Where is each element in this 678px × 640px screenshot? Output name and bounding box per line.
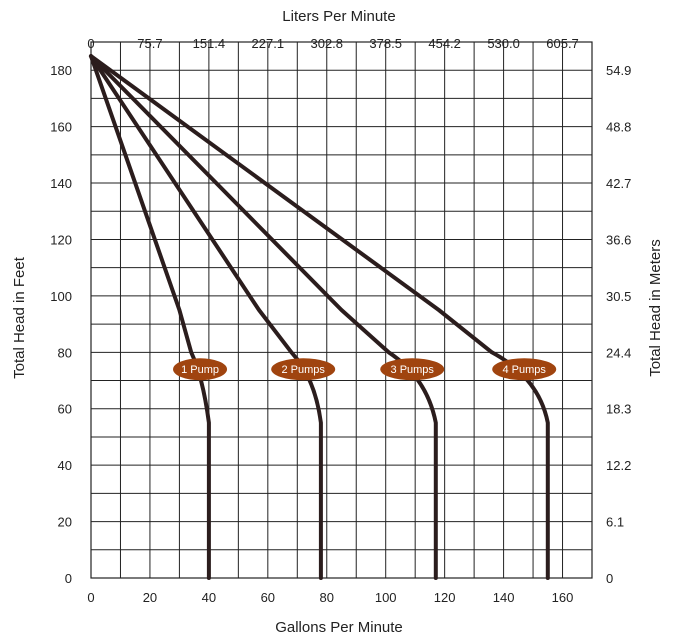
label-badge-1-pump xyxy=(173,358,228,381)
x-tick-label: 120 xyxy=(434,590,456,605)
curve-label-2-pumps: 2 Pumps xyxy=(281,364,325,376)
y-tick-label: 120 xyxy=(50,232,72,247)
x-axis-title: Gallons Per Minute xyxy=(275,619,403,636)
x-tick-label: 0 xyxy=(87,590,94,605)
y-right-tick-label: 48.8 xyxy=(606,120,631,135)
curve-labels: 1 Pump 2 Pumps 3 Pumps 4 Pumps xyxy=(173,358,557,381)
x-top-axis-title: Liters Per Minute xyxy=(282,8,395,25)
plot-frame xyxy=(90,41,593,579)
x-top-tick-label: 0 xyxy=(87,36,94,51)
y-right-tick-label: 12.2 xyxy=(606,458,631,473)
x-top-tick-label: 454.2 xyxy=(428,36,461,51)
y-right-tick-label: 36.6 xyxy=(606,232,631,247)
pump-curves xyxy=(89,54,550,580)
x-top-tick-label: 605.7 xyxy=(546,36,579,51)
x-top-tick-label: 227.1 xyxy=(252,36,285,51)
y-tick-label: 160 xyxy=(50,120,72,135)
curve-label-3-pumps: 3 Pumps xyxy=(391,364,435,376)
y-right-tick-label: 18.3 xyxy=(606,402,631,417)
y-right-tick-label: 0 xyxy=(606,571,613,586)
x-tick-label: 140 xyxy=(493,590,515,605)
label-badge-3-pumps xyxy=(380,358,445,381)
x-top-tick-label: 151.4 xyxy=(193,36,226,51)
y-tick-label: 20 xyxy=(58,515,72,530)
y-right-tick-label: 54.9 xyxy=(606,63,631,78)
y-tick-label: 140 xyxy=(50,176,72,191)
y-tick-label: 80 xyxy=(58,345,72,360)
chart-grid xyxy=(90,41,593,579)
x-tick-label: 100 xyxy=(375,590,397,605)
y-right-axis-title: Total Head in Meters xyxy=(647,239,664,377)
axis-ticks: 0 20 40 60 80 100 120 140 160 0 75.7 151.4 227.1 302.… xyxy=(50,36,631,605)
x-tick-label: 160 xyxy=(552,590,574,605)
y-right-tick-label: 6.1 xyxy=(606,515,624,530)
y-tick-label: 100 xyxy=(50,289,72,304)
x-tick-label: 80 xyxy=(320,590,334,605)
label-badge-2-pumps xyxy=(271,358,336,381)
x-top-tick-label: 302.8 xyxy=(310,36,343,51)
y-tick-label: 180 xyxy=(50,63,72,78)
y-right-tick-label: 42.7 xyxy=(606,176,631,191)
label-badge-4-pumps xyxy=(492,358,557,381)
curve-2-pumps xyxy=(89,54,323,580)
x-tick-label: 20 xyxy=(143,590,157,605)
curve-label-1-pump: 1 Pump xyxy=(181,364,219,376)
y-axis-title: Total Head in Feet xyxy=(11,256,28,379)
y-right-tick-label: 24.4 xyxy=(606,345,631,360)
y-tick-label: 0 xyxy=(65,571,72,586)
y-tick-label: 60 xyxy=(58,402,72,417)
y-right-tick-label: 30.5 xyxy=(606,289,631,304)
x-top-tick-label: 75.7 xyxy=(137,36,162,51)
x-tick-label: 40 xyxy=(202,590,216,605)
curve-label-4-pumps: 4 Pumps xyxy=(503,364,547,376)
x-top-tick-label: 378.5 xyxy=(369,36,402,51)
y-tick-label: 40 xyxy=(58,458,72,473)
x-tick-label: 60 xyxy=(261,590,275,605)
x-top-tick-label: 530.0 xyxy=(487,36,520,51)
